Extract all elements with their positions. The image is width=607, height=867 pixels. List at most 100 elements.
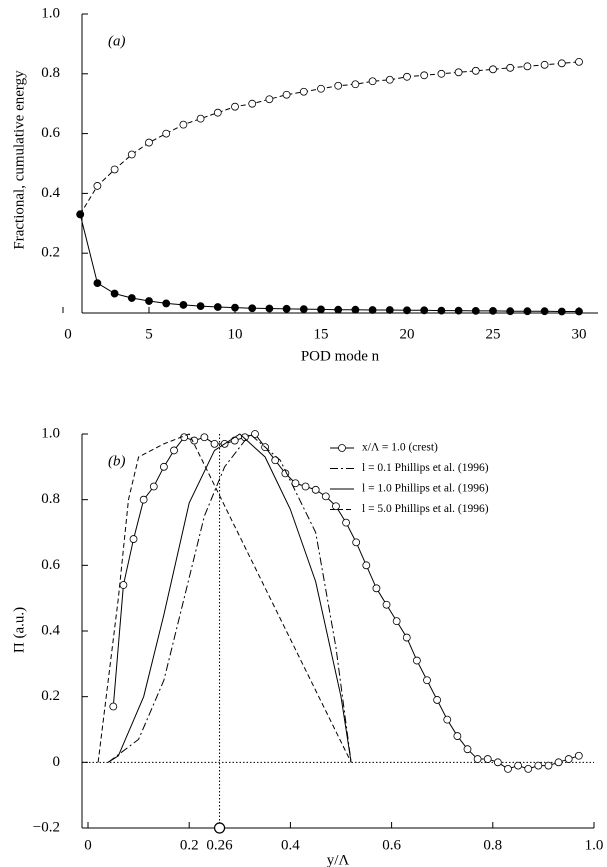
data-point (248, 304, 257, 313)
data-point (200, 433, 209, 442)
x-tick-label: 30 (572, 326, 587, 342)
data-point (403, 72, 411, 81)
data-point (145, 138, 153, 147)
data-point (265, 304, 274, 313)
data-point (433, 696, 442, 704)
data-point (282, 304, 291, 313)
x-tick-label: 0.6 (382, 837, 401, 853)
y-tick-label: −0.2 (33, 819, 60, 835)
data-point (159, 462, 168, 471)
x-tick-label: 0.4 (281, 837, 300, 853)
data-point (564, 755, 573, 763)
x-tick-label: 15 (314, 326, 329, 342)
y-tick-label: 0.6 (41, 557, 60, 573)
y-tick-label: 0.8 (41, 65, 60, 81)
y-tick-label: 0.6 (41, 125, 60, 141)
data-point (473, 755, 482, 763)
data-point (119, 581, 128, 589)
data-point (540, 60, 549, 69)
data-point (179, 301, 188, 309)
data-point (437, 306, 446, 315)
data-point (162, 299, 171, 308)
data-point (403, 306, 411, 315)
data-point (368, 306, 377, 314)
data-point (317, 84, 325, 93)
data-point (351, 305, 360, 314)
x-tick-label: 0.2 (180, 837, 199, 853)
data-point (317, 305, 325, 314)
legend-label: l = 1.0 Phillips et al. (1996) (362, 483, 489, 495)
data-point (453, 732, 462, 740)
series-line (79, 61, 580, 215)
data-point (443, 715, 452, 724)
data-point (129, 535, 138, 543)
data-point (385, 306, 394, 314)
data-point (110, 165, 119, 174)
data-point (523, 62, 532, 71)
data-point (179, 120, 188, 129)
data-point (321, 492, 330, 501)
data-point (504, 765, 512, 773)
data-point (311, 485, 320, 494)
data-point (489, 65, 497, 74)
y-tick-label: 1.0 (41, 425, 60, 441)
data-point (514, 761, 522, 770)
data-point (334, 305, 343, 314)
data-point (506, 63, 515, 72)
data-point (332, 502, 340, 511)
x-tick-label: 0.8 (483, 837, 502, 853)
data-point (493, 758, 502, 767)
data-point (557, 307, 566, 316)
data-point (342, 518, 350, 527)
data-point (240, 433, 249, 442)
data-point (534, 761, 543, 770)
data-point (351, 80, 360, 89)
data-point (471, 307, 480, 315)
x-axis-label: POD mode n (301, 348, 380, 364)
data-point (213, 108, 222, 117)
data-point (301, 482, 310, 491)
data-point (372, 584, 381, 593)
data-point (524, 765, 533, 773)
data-point (362, 561, 371, 570)
data-point (437, 69, 446, 78)
data-point (145, 297, 153, 305)
x-axis-label: y/Λ (327, 852, 350, 867)
legend-label: x/Λ = 1.0 (crest) (362, 442, 438, 454)
data-point (265, 95, 274, 104)
x-tick-label: 10 (228, 326, 243, 342)
data-point (149, 482, 158, 491)
data-point (271, 456, 280, 465)
data-point (489, 307, 497, 315)
data-point (575, 307, 583, 316)
data-point (557, 59, 566, 68)
data-point (190, 436, 199, 445)
data-point (231, 102, 239, 111)
data-point (248, 99, 257, 108)
data-point (392, 617, 401, 626)
y-tick-label: 1.0 (41, 5, 60, 21)
data-point (334, 81, 343, 90)
y-axis-label: Π (a.u.) (11, 607, 27, 653)
legend-label: l = 5.0 Phillips et al. (1996) (362, 503, 489, 515)
data-point (454, 306, 463, 315)
y-tick-label: 0.4 (41, 622, 60, 638)
series-line (79, 214, 579, 313)
data-point (110, 289, 119, 298)
x-tick-label: 1.0 (585, 837, 604, 853)
data-point (162, 129, 171, 138)
x-tick-label: 20 (400, 326, 415, 342)
x-tick-label: 0 (84, 837, 92, 853)
data-point (93, 279, 102, 288)
panel-label: (b) (108, 453, 126, 469)
data-point (575, 57, 583, 66)
data-point (230, 436, 239, 445)
data-point (402, 633, 411, 642)
data-point (420, 71, 429, 80)
data-point (196, 302, 205, 311)
data-point (483, 755, 492, 763)
guide-marker (213, 822, 226, 834)
data-point (251, 430, 259, 438)
data-point (382, 600, 391, 609)
